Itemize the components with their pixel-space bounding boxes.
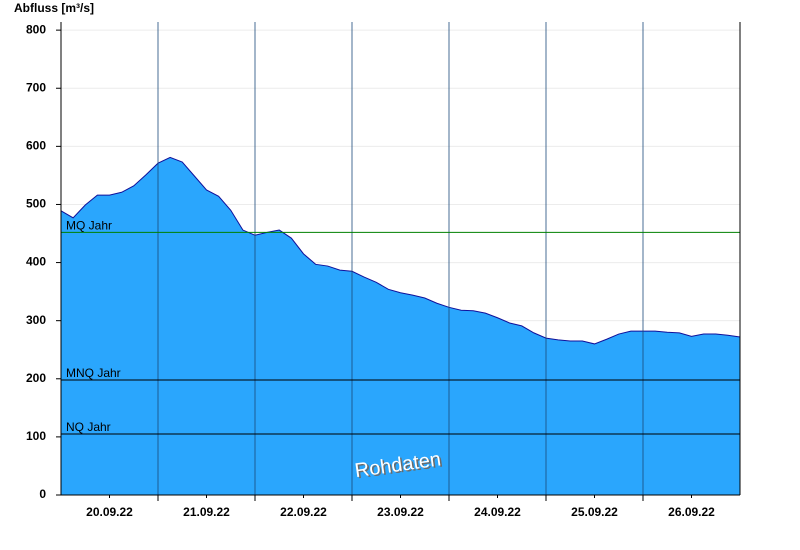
- axis-title: Abfluss [m³/s]: [14, 1, 94, 15]
- reference-label: MNQ Jahr: [66, 366, 121, 380]
- y-tick-label: 100: [26, 429, 46, 443]
- y-tick-label: 600: [26, 139, 46, 153]
- x-tick-label: 25.09.22: [571, 505, 618, 519]
- y-tick-label: 300: [26, 313, 46, 327]
- x-tick-label: 20.09.22: [86, 505, 133, 519]
- x-tick-label: 26.09.22: [668, 505, 715, 519]
- x-tick-label: 24.09.22: [474, 505, 521, 519]
- y-tick-label: 700: [26, 80, 46, 94]
- y-tick-label: 500: [26, 197, 46, 211]
- x-tick-label: 22.09.22: [280, 505, 327, 519]
- x-tick-label: 21.09.22: [183, 505, 230, 519]
- area: [61, 157, 740, 495]
- line: [60, 156, 741, 345]
- y-tick-label: 0: [39, 487, 46, 501]
- y-tick-label: 200: [26, 371, 46, 385]
- y-tick-label: 400: [26, 255, 46, 269]
- y-tick-label: 800: [26, 22, 46, 36]
- reference-label: NQ Jahr: [66, 420, 111, 434]
- reference-label: MQ Jahr: [66, 219, 112, 233]
- x-tick-label: 23.09.22: [377, 505, 424, 519]
